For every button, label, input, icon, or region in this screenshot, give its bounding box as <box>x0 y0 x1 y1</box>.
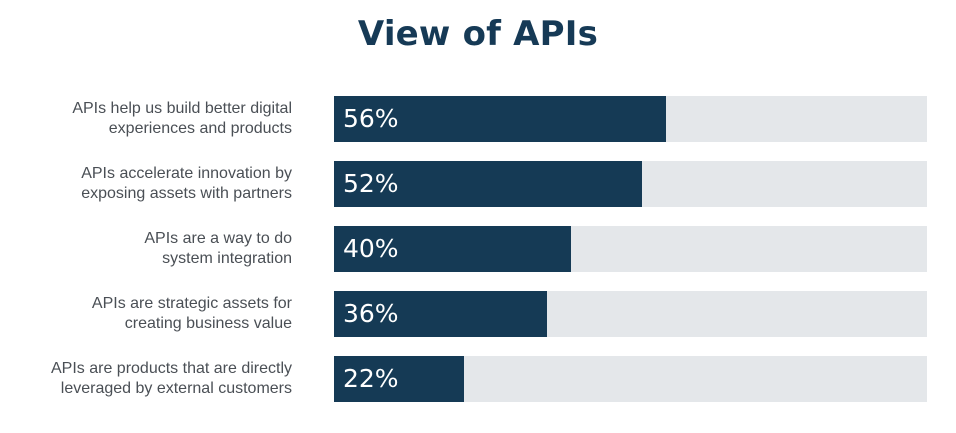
category-label: APIs are strategic assets for creating b… <box>10 291 292 337</box>
chart-row: APIs are products that are directly leve… <box>0 356 956 402</box>
bar-value-label: 22% <box>343 364 399 393</box>
category-label: APIs are a way to do system integration <box>10 226 292 272</box>
category-label: APIs help us build better digital experi… <box>10 96 292 142</box>
bar <box>334 226 571 272</box>
bar-value-label: 52% <box>343 169 399 198</box>
category-label-text: APIs are products that are directly leve… <box>51 360 292 397</box>
chart-title: View of APIs <box>357 14 599 54</box>
category-label-text: APIs are strategic assets for creating b… <box>91 295 292 332</box>
chart-row: APIs are strategic assets for creating b… <box>0 291 956 337</box>
bar <box>334 356 464 402</box>
bar-track: 36% <box>334 291 927 337</box>
bar-track: 56% <box>334 96 927 142</box>
bar <box>334 96 666 142</box>
category-label-text: APIs are a way to do system integration <box>144 230 292 267</box>
bar-value-label: 56% <box>343 104 399 133</box>
chart-row: APIs help us build better digital experi… <box>0 96 956 142</box>
category-label-text: APIs help us build better digital experi… <box>72 100 292 137</box>
bar-value-label: 40% <box>343 234 399 263</box>
category-label: APIs accelerate innovation by exposing a… <box>10 161 292 207</box>
bar-value-label: 36% <box>343 299 399 328</box>
category-label-text: APIs accelerate innovation by exposing a… <box>81 165 292 202</box>
chart-row: APIs are a way to do system integration 4… <box>0 226 956 272</box>
bar-track: 40% <box>334 226 927 272</box>
bar-track: 22% <box>334 356 927 402</box>
chart-row: APIs accelerate innovation by exposing a… <box>0 161 956 207</box>
bar-track: 52% <box>334 161 927 207</box>
bar <box>334 161 642 207</box>
category-label: APIs are products that are directly leve… <box>10 356 292 402</box>
bar <box>334 291 547 337</box>
